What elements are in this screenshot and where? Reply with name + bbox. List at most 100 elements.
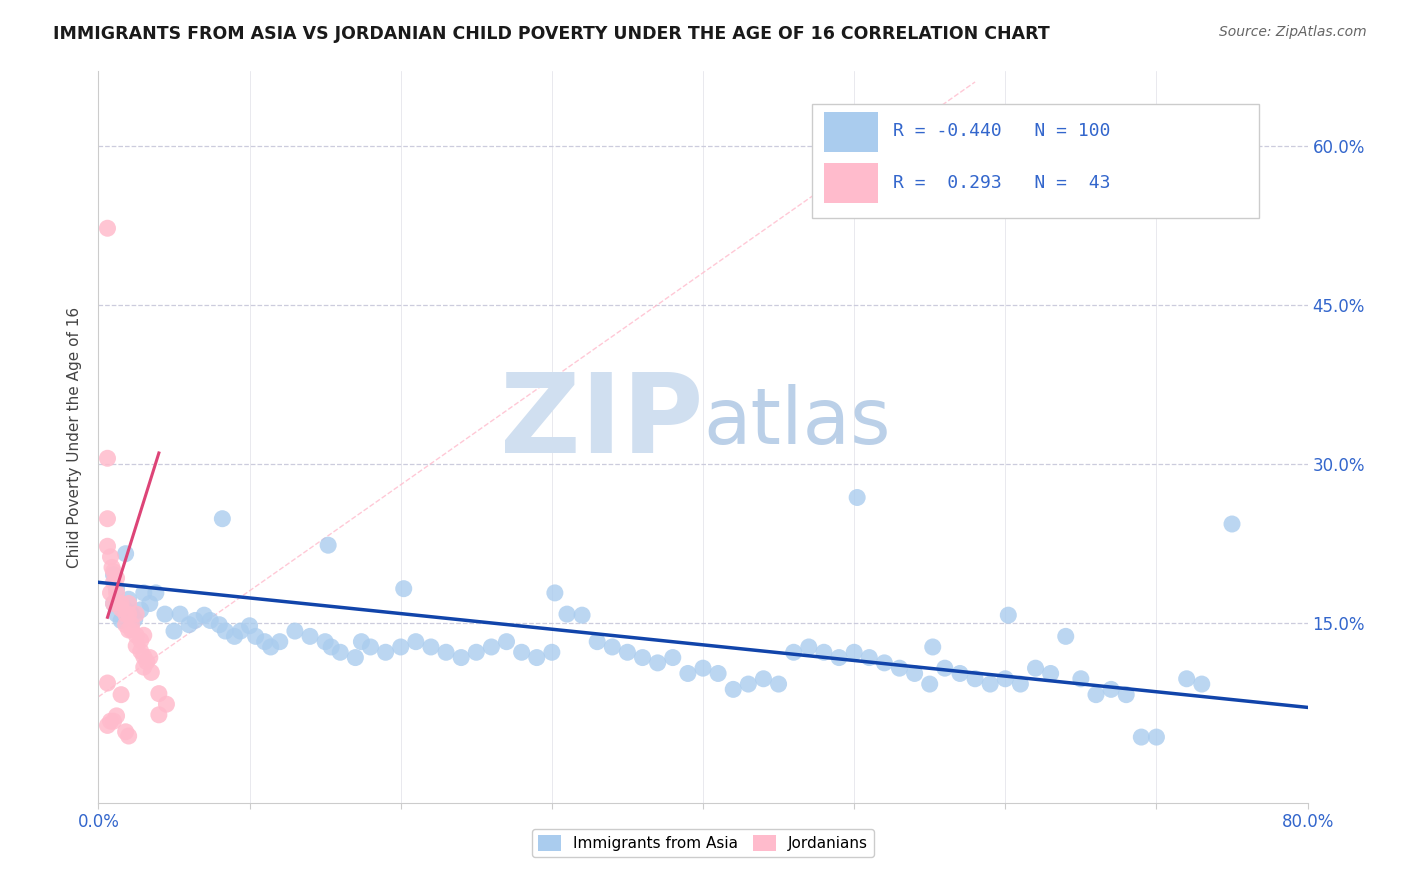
Point [723, 682, 745, 697]
Point [125, 607, 148, 621]
Point [211, 512, 233, 526]
Point [392, 582, 415, 596]
Point [676, 666, 699, 681]
Point [329, 645, 352, 659]
Point [103, 597, 125, 611]
Point [1024, 661, 1046, 675]
Point [555, 607, 578, 621]
Point [994, 672, 1017, 686]
Point [1144, 730, 1167, 744]
Point [316, 538, 339, 552]
Point [321, 640, 343, 654]
Point [420, 640, 443, 654]
Point [229, 624, 252, 638]
Point [100, 549, 122, 564]
Point [118, 592, 141, 607]
Point [193, 608, 215, 623]
Point [118, 607, 141, 621]
Point [389, 640, 412, 654]
Point [101, 560, 124, 574]
Point [450, 650, 472, 665]
Point [239, 619, 262, 633]
Point [132, 660, 155, 674]
Point [110, 602, 132, 616]
Point [110, 688, 132, 702]
Point [965, 672, 987, 686]
Point [904, 666, 927, 681]
Point [139, 597, 162, 611]
Point [132, 649, 155, 664]
Point [214, 624, 236, 638]
Point [1039, 666, 1062, 681]
Point [752, 672, 775, 686]
Point [132, 586, 155, 600]
Point [1010, 677, 1032, 691]
Point [103, 565, 125, 579]
Point [813, 645, 835, 659]
Point [692, 661, 714, 675]
Point [124, 612, 146, 626]
Point [602, 640, 624, 654]
Point [121, 607, 143, 621]
Point [245, 629, 267, 643]
Point [299, 629, 322, 643]
Point [114, 617, 136, 632]
Point [96, 676, 118, 690]
Point [121, 623, 143, 637]
Point [114, 547, 136, 561]
FancyBboxPatch shape [824, 112, 879, 152]
Point [544, 586, 567, 600]
Point [1099, 682, 1122, 697]
Point [586, 634, 609, 648]
Point [100, 586, 122, 600]
Point [148, 687, 170, 701]
Point [571, 608, 593, 623]
Point [858, 650, 880, 665]
Point [284, 624, 307, 638]
Point [96, 451, 118, 466]
Point [132, 628, 155, 642]
Point [103, 597, 125, 611]
Point [1115, 688, 1137, 702]
Point [129, 633, 152, 648]
Point [1070, 672, 1092, 686]
Point [647, 656, 669, 670]
Point [949, 666, 972, 681]
Point [797, 640, 820, 654]
Point [873, 656, 896, 670]
Point [96, 221, 118, 235]
Point [737, 677, 759, 691]
Point [707, 666, 730, 681]
Point [495, 634, 517, 648]
Point [510, 645, 533, 659]
Point [344, 650, 367, 665]
Point [631, 650, 654, 665]
Point [208, 617, 231, 632]
Point [374, 645, 396, 659]
Point [405, 634, 427, 648]
Point [125, 628, 148, 642]
Point [103, 567, 125, 582]
Point [155, 697, 177, 711]
Text: atlas: atlas [703, 384, 890, 460]
Point [105, 582, 128, 596]
Point [139, 650, 162, 665]
Point [129, 644, 152, 658]
Point [110, 597, 132, 611]
Point [918, 677, 941, 691]
Text: Source: ZipAtlas.com: Source: ZipAtlas.com [1219, 25, 1367, 39]
Point [846, 491, 869, 505]
Point [350, 634, 373, 648]
Point [314, 634, 336, 648]
Y-axis label: Child Poverty Under the Age of 16: Child Poverty Under the Age of 16 [67, 307, 83, 567]
Point [997, 608, 1019, 623]
Point [121, 617, 143, 632]
Point [465, 645, 488, 659]
Point [1130, 730, 1153, 744]
Point [889, 661, 911, 675]
Point [921, 640, 943, 654]
Point [224, 629, 246, 643]
Point [179, 617, 201, 632]
Text: ZIP: ZIP [499, 369, 703, 476]
Point [96, 539, 118, 553]
